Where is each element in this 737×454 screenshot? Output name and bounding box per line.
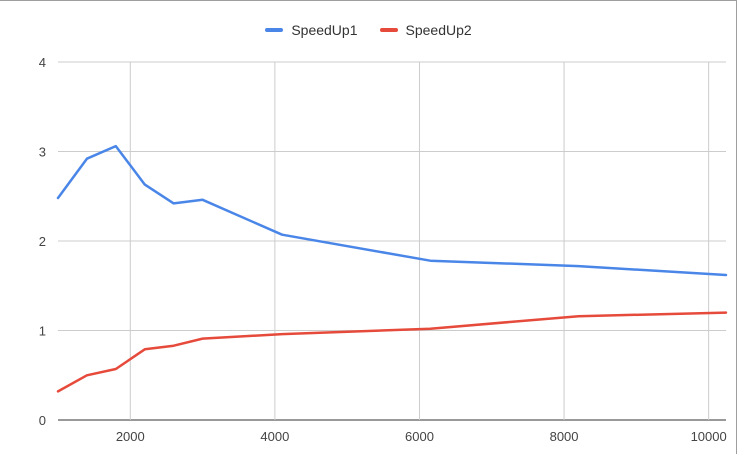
data-point-speedup1-1 <box>85 157 89 161</box>
data-point-speedup1-5 <box>201 198 205 202</box>
data-point-speedup2-3 <box>143 347 147 351</box>
y-tick-label-0: 0 <box>39 413 46 428</box>
data-point-speedup2-6 <box>280 332 284 336</box>
data-point-speedup1-2 <box>114 144 118 148</box>
legend-swatch-speedup1 <box>265 28 284 32</box>
data-point-speedup1-0 <box>56 196 60 200</box>
legend-label-speedup2: SpeedUp2 <box>405 22 472 38</box>
data-point-speedup1-8 <box>577 264 581 268</box>
data-point-speedup2-9 <box>724 311 728 315</box>
y-tick-label-1: 1 <box>39 324 46 339</box>
chart-top-border <box>0 0 737 1</box>
legend-label-speedup1: SpeedUp1 <box>291 22 358 38</box>
y-tick-label-4: 4 <box>39 55 46 70</box>
data-point-speedup2-2 <box>114 367 118 371</box>
data-point-speedup1-9 <box>724 273 728 277</box>
data-point-speedup1-6 <box>280 233 284 237</box>
data-point-speedup2-8 <box>577 314 581 318</box>
legend-item-speedup1[interactable]: SpeedUp1 <box>265 22 358 38</box>
data-point-speedup2-7 <box>428 327 432 331</box>
x-tick-label-4: 10000 <box>691 429 727 444</box>
data-point-speedup2-4 <box>172 344 176 348</box>
y-tick-label-2: 2 <box>39 234 46 249</box>
series-line-speedup1 <box>56 144 728 277</box>
y-tick-label-3: 3 <box>39 145 46 160</box>
data-point-speedup2-1 <box>85 373 89 377</box>
data-point-speedup1-4 <box>172 201 176 205</box>
data-point-speedup1-3 <box>143 183 147 187</box>
data-point-speedup2-0 <box>56 389 60 393</box>
x-tick-label-3: 8000 <box>550 429 579 444</box>
x-tick-label-0: 2000 <box>116 429 145 444</box>
x-tick-label-1: 4000 <box>260 429 289 444</box>
series-line-speedup2 <box>56 311 728 393</box>
legend-swatch-speedup2 <box>379 28 398 32</box>
data-point-speedup2-5 <box>201 337 205 341</box>
legend-item-speedup2[interactable]: SpeedUp2 <box>379 22 472 38</box>
x-tick-label-2: 6000 <box>405 429 434 444</box>
chart-legend: SpeedUp1 SpeedUp2 <box>0 22 737 38</box>
data-point-speedup1-7 <box>428 259 432 263</box>
